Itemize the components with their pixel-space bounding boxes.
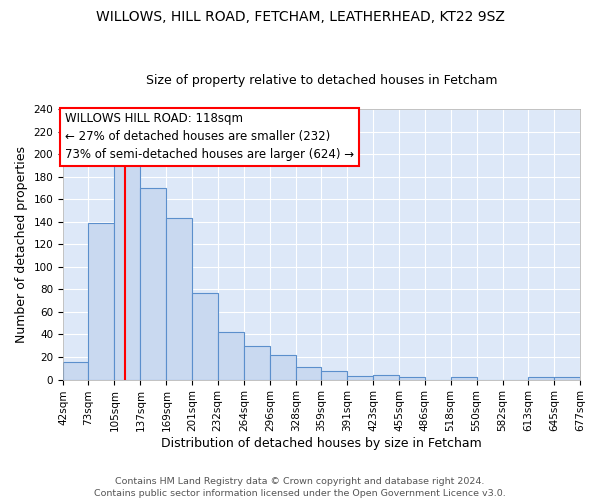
X-axis label: Distribution of detached houses by size in Fetcham: Distribution of detached houses by size … [161, 437, 482, 450]
Text: WILLOWS, HILL ROAD, FETCHAM, LEATHERHEAD, KT22 9SZ: WILLOWS, HILL ROAD, FETCHAM, LEATHERHEAD… [95, 10, 505, 24]
Bar [88, 223, 115, 380]
Bar [528, 378, 554, 380]
Bar [140, 188, 166, 380]
Y-axis label: Number of detached properties: Number of detached properties [15, 146, 28, 343]
Bar [554, 378, 580, 380]
Bar [321, 370, 347, 380]
Bar [399, 378, 425, 380]
Bar [347, 376, 373, 380]
Bar [373, 375, 399, 380]
Text: Contains HM Land Registry data © Crown copyright and database right 2024.
Contai: Contains HM Land Registry data © Crown c… [94, 476, 506, 498]
Bar [296, 367, 321, 380]
Bar [218, 332, 244, 380]
Bar [115, 154, 140, 380]
Title: Size of property relative to detached houses in Fetcham: Size of property relative to detached ho… [146, 74, 497, 87]
Bar [270, 355, 296, 380]
Bar [166, 218, 193, 380]
Bar [193, 293, 218, 380]
Bar [244, 346, 270, 380]
Bar [451, 378, 476, 380]
Text: WILLOWS HILL ROAD: 118sqm
← 27% of detached houses are smaller (232)
73% of semi: WILLOWS HILL ROAD: 118sqm ← 27% of detac… [65, 112, 354, 162]
Bar [63, 362, 88, 380]
